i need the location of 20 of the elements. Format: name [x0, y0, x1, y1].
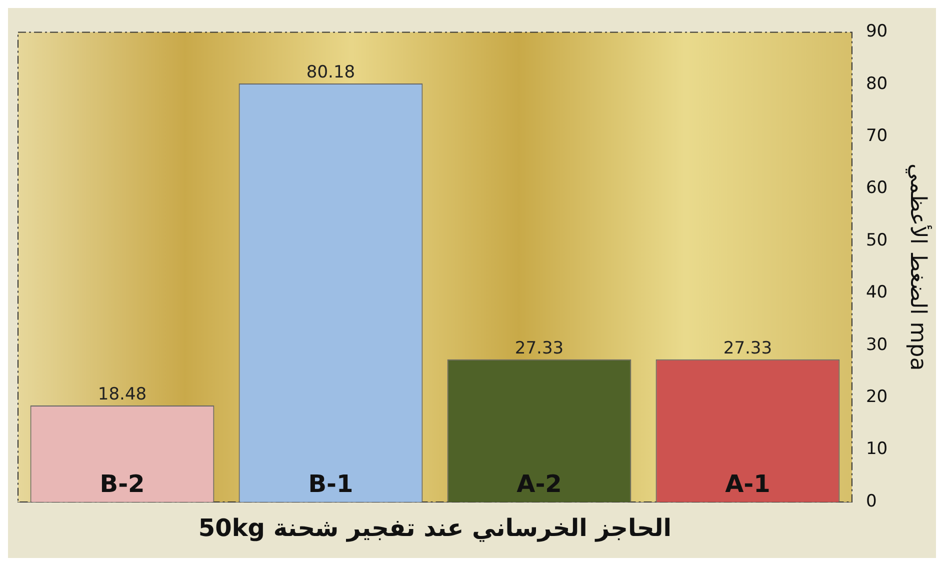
y-tick-label: 50	[866, 230, 888, 250]
data-label: 80.18	[306, 62, 356, 82]
y-tick-label: 10	[866, 439, 888, 460]
y-tick-label: 30	[866, 334, 888, 355]
x-tick-label: A-2	[516, 470, 562, 498]
x-tick-label: B-2	[100, 470, 145, 498]
x-axis-title: الحاجز الخرساني عند تفجير شحنة 50kg	[198, 514, 672, 542]
y-tick-label: 40	[866, 282, 888, 303]
y-tick-label: 0	[866, 491, 877, 512]
y-axis-title: الضغط الأعظمي mpa	[905, 164, 932, 371]
y-tick-label: 80	[866, 74, 888, 94]
data-label: 27.33	[723, 338, 772, 358]
data-label: 27.33	[514, 338, 564, 358]
y-tick-label: 90	[866, 22, 888, 42]
data-label: 18.48	[98, 384, 147, 404]
x-tick-label: A-1	[725, 470, 770, 498]
y-tick-label: 70	[866, 126, 888, 146]
y-tick-label: 20	[866, 387, 888, 408]
x-tick-label: B-1	[308, 470, 354, 498]
y-tick-label: 60	[866, 178, 888, 198]
